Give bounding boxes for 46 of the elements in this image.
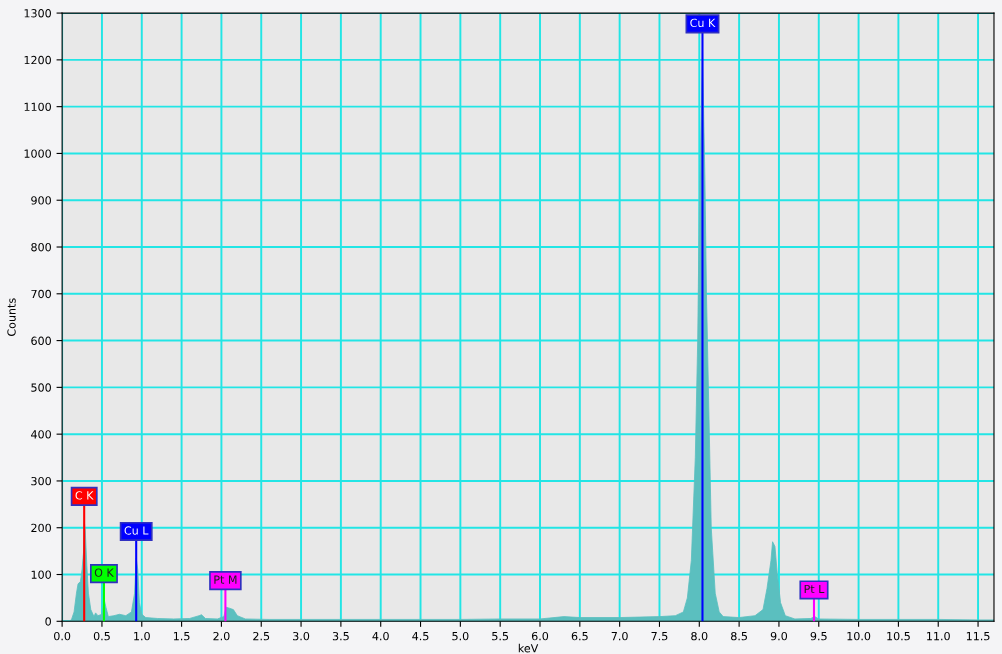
- x-tick-label: 4.5: [412, 632, 429, 641]
- y-tick-label: 200: [31, 523, 51, 533]
- x-tick-label: 9.5: [810, 631, 827, 641]
- x-tick-label: 7.5: [651, 632, 668, 641]
- y-tick-label: 1300: [24, 9, 51, 18]
- ref-line-label: Cu K: [690, 18, 716, 28]
- x-tick-label: 2.5: [253, 631, 270, 641]
- y-tick-label: 800: [31, 242, 51, 252]
- x-tick-label: 10.0: [847, 631, 871, 641]
- x-tick-label: 5.0: [452, 631, 469, 641]
- ref-line-label: Pt M: [214, 575, 237, 584]
- x-tick-label: 3.5: [332, 631, 349, 641]
- x-tick-label: 4.0: [372, 631, 389, 641]
- x-tick-label: 5.5: [492, 632, 509, 641]
- x-tick-label: 1.0: [134, 631, 150, 641]
- y-tick-label: 1100: [24, 102, 51, 112]
- x-tick-label: 1.5: [173, 632, 190, 641]
- y-tick-label: 500: [31, 383, 51, 392]
- y-tick-label: 600: [31, 336, 51, 345]
- x-tick-label: 8.0: [691, 631, 708, 641]
- x-tick-label: 8.5: [731, 631, 747, 641]
- x-tick-label: 0.5: [93, 631, 110, 641]
- x-axis-title: keV: [518, 643, 539, 653]
- x-tick-label: 2.0: [213, 631, 230, 641]
- x-tick-label: 10.5: [887, 631, 910, 641]
- ref-line-label: Cu L: [124, 526, 149, 535]
- y-tick-label: 400: [31, 430, 51, 439]
- x-tick-label: 6.0: [531, 631, 549, 641]
- y-tick-label: 100: [31, 570, 51, 579]
- y-tick-label: 1200: [24, 55, 51, 65]
- x-tick-label: 3.0: [293, 631, 310, 641]
- y-axis-title: Counts: [7, 298, 16, 336]
- ref-line-label: Pt L: [804, 584, 825, 594]
- y-tick-label: 0: [45, 617, 51, 626]
- x-tick-label: 11.0: [927, 631, 950, 641]
- ref-line-label: O K: [94, 568, 114, 577]
- x-tick-label: 9.0: [770, 631, 788, 641]
- x-tick-label: 7.0: [611, 631, 628, 641]
- y-tick-label: 700: [31, 289, 51, 299]
- x-tick-label: 11.5: [966, 632, 990, 641]
- y-tick-label: 1000: [24, 149, 51, 158]
- y-tick-label: 900: [31, 196, 51, 205]
- x-tick-label: 0.0: [54, 631, 71, 641]
- ref-line-label: C K: [75, 491, 94, 500]
- x-tick-label: 6.5: [571, 631, 588, 641]
- y-tick-label: 300: [31, 476, 51, 486]
